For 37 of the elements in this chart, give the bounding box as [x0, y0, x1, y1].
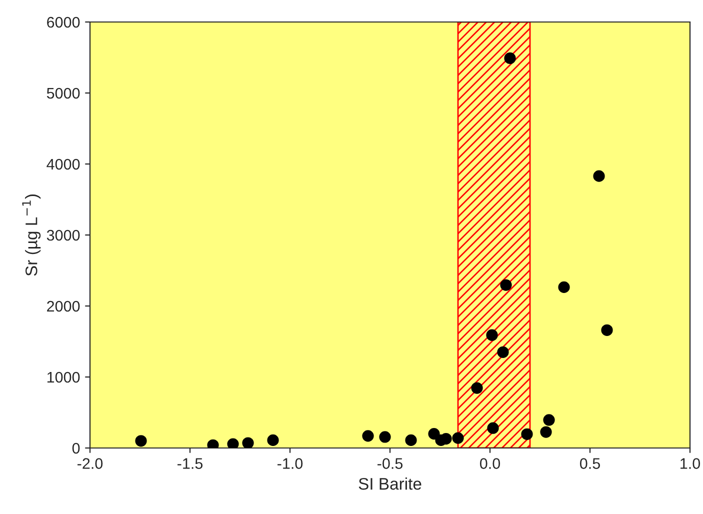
point — [405, 434, 417, 446]
point — [558, 281, 570, 293]
point — [242, 437, 254, 448]
point — [543, 414, 555, 426]
point — [452, 432, 464, 444]
y-axis-title: Sr (µg L$^{−1}$) — [22, 194, 41, 276]
point — [227, 438, 239, 448]
point — [504, 52, 516, 64]
point — [267, 434, 279, 446]
x-tick-label: 1.0 — [680, 458, 700, 469]
point — [487, 422, 499, 434]
point — [362, 430, 374, 442]
point — [521, 428, 533, 440]
y-tick-label: 6000 — [47, 16, 80, 28]
x-axis-title: SI Barite — [358, 478, 422, 490]
point — [593, 170, 605, 182]
x-tick-label: -1.0 — [278, 458, 303, 469]
y-tick-label: 4000 — [46, 158, 80, 170]
point — [500, 279, 512, 291]
point — [379, 431, 391, 443]
y-tick-label: 2000 — [47, 300, 80, 312]
x-tick-label: -0.5 — [378, 458, 403, 469]
point — [135, 435, 147, 447]
point — [486, 329, 498, 341]
point — [428, 428, 440, 440]
y-tick-label: 5000 — [46, 88, 80, 99]
x-tick-label: -2.0 — [78, 458, 103, 469]
point — [497, 346, 509, 358]
point — [540, 426, 552, 438]
y-tick-label: 1000 — [47, 372, 80, 383]
point — [471, 382, 483, 394]
x-tick-label: -1.5 — [178, 458, 203, 469]
y-tick-label: 3000 — [46, 230, 80, 241]
x-tick-label: 0.5 — [580, 458, 600, 469]
x-tick-label: 0.0 — [480, 458, 500, 469]
y-tick-label: 0 — [72, 442, 80, 454]
point — [601, 324, 613, 336]
